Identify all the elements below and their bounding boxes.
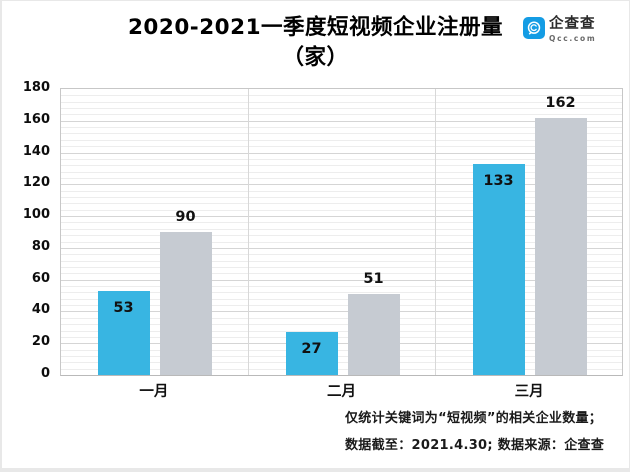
y-tick-label: 100 (22, 207, 50, 223)
gridline-minor (61, 139, 622, 141)
gridline-minor (61, 368, 622, 370)
gridline-minor (61, 266, 622, 268)
gridline-minor (61, 355, 622, 357)
gridline-minor (61, 95, 622, 97)
gridline-minor (61, 177, 622, 179)
gridline-minor (61, 286, 622, 288)
bar-value-label: 133 (483, 172, 514, 189)
bar-value-label: 162 (545, 94, 576, 111)
gridline-minor (61, 336, 622, 338)
qcc-logo-domain: Qcc.com (549, 34, 597, 43)
gridline-minor (61, 305, 622, 307)
title-line-1: 2020-2021一季度短视频企业注册量 (127, 15, 504, 40)
footnote-line-1: 仅统计关键词为“短视频”的相关企业数量； (345, 411, 603, 426)
footnote-line-2: 数据截至：2021.4.30; 数据来源：企查查 (345, 438, 605, 453)
gridline-minor (61, 273, 622, 275)
bar-value-label: 53 (113, 299, 134, 316)
gridline-major (61, 247, 622, 249)
gridline-major (61, 120, 622, 122)
gridline-major (61, 216, 622, 218)
gridline-minor (61, 235, 622, 237)
qcc-logo-name: 企查查 (549, 16, 596, 32)
y-tick-label: 140 (22, 143, 50, 159)
plot-area: 53 90 27 51 133 162 (60, 88, 623, 376)
bar-2021-二月: 51 (347, 271, 400, 375)
title-line-2: （家） (282, 45, 349, 70)
qcc-magnifier-icon (523, 17, 545, 39)
gridline-minor (61, 292, 622, 294)
y-tick-label: 120 (22, 175, 50, 191)
bar-value-label: 27 (301, 341, 322, 358)
footnote: 仅统计关键词为“短视频”的相关企业数量； 数据截至：2021.4.30; 数据来… (345, 405, 604, 459)
gridline-minor (61, 203, 622, 205)
bar-value-label: 90 (175, 209, 196, 225)
gridline-minor (61, 362, 622, 364)
gridline-minor (61, 197, 622, 199)
bar-2021-三月: 162 (534, 95, 587, 375)
gridline-major (61, 152, 622, 154)
gridline-major (61, 311, 622, 313)
gridline-minor (61, 317, 622, 319)
bar-2020-二月: 27 (285, 332, 338, 375)
gridline-minor (61, 165, 622, 167)
gridline-major (61, 343, 622, 345)
gridline-minor (61, 158, 622, 160)
gridline-minor (61, 171, 622, 173)
gridline-minor (61, 324, 622, 326)
gridline-minor (61, 127, 622, 129)
gridline-minor (61, 330, 622, 332)
y-tick-label: 160 (22, 111, 50, 127)
gridline-minor (61, 114, 622, 116)
bar-2020-一月: 53 (97, 290, 150, 375)
gridline-minor (61, 260, 622, 262)
gridline-minor (61, 190, 622, 192)
y-tick-label: 80 (31, 238, 50, 254)
qcc-logo-text: 企查查 Qcc.com (549, 16, 597, 44)
y-tick-label: 180 (22, 80, 50, 95)
gridline-minor (61, 298, 622, 300)
bar-2020-三月: 133 (472, 163, 525, 375)
y-tick-label: 60 (31, 270, 50, 286)
x-tick-label: 二月 (327, 384, 356, 400)
gridline-minor (61, 209, 622, 211)
gridline-minor (61, 222, 622, 224)
category-group: 53 90 (61, 89, 248, 375)
category-group: 133 162 (435, 89, 623, 375)
x-tick-label: 三月 (514, 384, 544, 400)
gridline-major (61, 279, 622, 281)
gridline-minor (61, 108, 622, 110)
page-title: 2020-2021一季度短视频企业注册量 （家） (2, 13, 629, 73)
gridline-minor (61, 133, 622, 135)
gridline-minor (61, 254, 622, 256)
x-tick-label: 一月 (139, 384, 169, 400)
bar-2021-一月: 90 (159, 209, 212, 375)
y-tick-label: 0 (40, 366, 50, 381)
gridline-minor (61, 101, 622, 103)
category-group: 27 51 (248, 89, 436, 375)
y-tick-label: 40 (31, 302, 50, 318)
qcc-logo: 企查查 Qcc.com (523, 17, 596, 43)
y-tick-label: 20 (31, 334, 50, 350)
gridline-major (61, 184, 622, 186)
x-axis: 一月 二月 三月 (60, 380, 623, 401)
gridline-minor (61, 349, 622, 351)
gridline-minor (61, 146, 622, 148)
y-axis: 0 20 40 60 80 100 120 140 160 180 (10, 80, 50, 381)
gridline-minor (61, 228, 622, 230)
gridline-minor (61, 241, 622, 243)
bar-value-label: 51 (363, 270, 384, 287)
